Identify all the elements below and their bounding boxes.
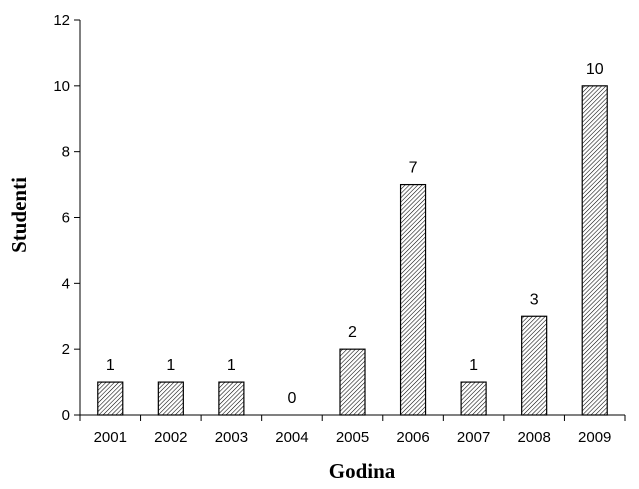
x-tick-label-2006: 2006	[396, 429, 429, 446]
x-tick-labels-group: 2001 2002 2003 2004 2005 2006 2007 2008 2009	[94, 429, 612, 446]
bars-group	[97, 85, 608, 416]
data-label-2005: 2	[348, 324, 357, 341]
x-tick-label-2002: 2002	[154, 429, 187, 446]
x-tick-label-2004: 2004	[275, 429, 308, 446]
x-tick-label-2008: 2008	[517, 429, 550, 446]
y-tick-label: 6	[62, 210, 70, 227]
y-tick-label: 8	[62, 144, 70, 161]
bar-2003	[218, 381, 245, 416]
bar-2006	[399, 183, 427, 416]
bar-2008	[521, 315, 548, 416]
bar-2005	[339, 348, 366, 416]
y-tick-label: 10	[53, 78, 70, 95]
data-label-2008: 3	[530, 291, 539, 308]
x-tick-label-2007: 2007	[457, 429, 490, 446]
data-label-2004: 0	[287, 390, 296, 407]
y-tick-label: 4	[62, 275, 70, 292]
x-tick-label-2005: 2005	[336, 429, 369, 446]
axes-group	[74, 19, 626, 421]
data-label-2001: 1	[106, 357, 115, 374]
bar-2001	[97, 381, 124, 416]
x-tick-label-2003: 2003	[215, 429, 248, 446]
data-label-2003: 1	[227, 357, 236, 374]
x-tick-label-2001: 2001	[94, 429, 127, 446]
data-label-2006: 7	[409, 160, 418, 177]
bar-2009	[581, 85, 608, 416]
data-label-2002: 1	[166, 357, 175, 374]
y-tick-label: 2	[62, 341, 70, 358]
bar-2002	[157, 381, 184, 416]
data-label-2007: 1	[469, 357, 478, 374]
y-tick-label: 0	[62, 407, 70, 424]
x-tick-label-2009: 2009	[578, 429, 611, 446]
y-tick-label: 12	[53, 12, 70, 29]
bar-2007	[460, 381, 487, 416]
data-label-2009: 10	[586, 61, 604, 78]
x-axis-title: Godina	[329, 459, 396, 483]
y-axis-title: Studenti	[7, 177, 31, 253]
y-tick-labels-group: 0 2 4 6 8 10 12	[53, 12, 70, 424]
